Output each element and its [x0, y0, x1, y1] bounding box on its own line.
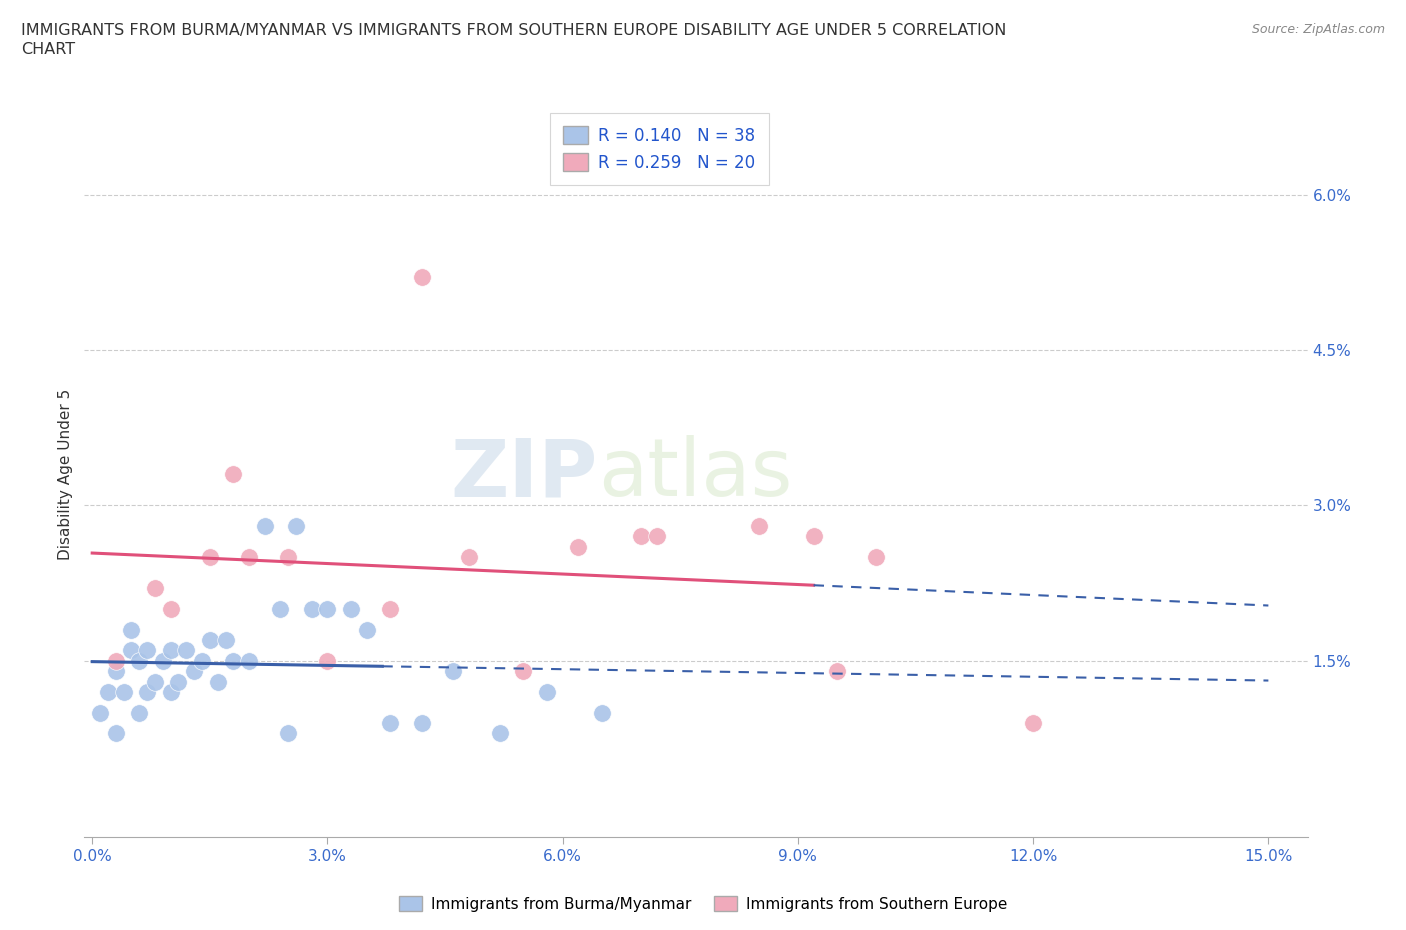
Point [512, 664, 534, 679]
Point [159, 602, 181, 617]
Point [128, 654, 150, 669]
Point [277, 726, 299, 741]
Y-axis label: Disability Age Under 5: Disability Age Under 5 [58, 389, 73, 560]
Text: atlas: atlas [598, 435, 793, 513]
Point [803, 529, 825, 544]
Point [143, 581, 166, 596]
Point [630, 529, 652, 544]
Point [865, 550, 887, 565]
Point [120, 643, 142, 658]
Point [104, 654, 127, 669]
Point [536, 684, 558, 699]
Point [269, 602, 291, 617]
Point [356, 622, 378, 637]
Point [301, 602, 323, 617]
Point [89, 705, 111, 720]
Point [222, 467, 245, 482]
Point [380, 715, 402, 730]
Point [277, 550, 299, 565]
Point [143, 674, 166, 689]
Point [207, 674, 229, 689]
Point [112, 684, 135, 699]
Text: CHART: CHART [21, 42, 75, 57]
Point [316, 602, 339, 617]
Point [214, 632, 236, 647]
Point [120, 622, 142, 637]
Point [198, 550, 221, 565]
Point [104, 726, 127, 741]
Point [136, 643, 159, 658]
Point [97, 684, 120, 699]
Text: Source: ZipAtlas.com: Source: ZipAtlas.com [1251, 23, 1385, 36]
Point [285, 519, 308, 534]
Legend: Immigrants from Burma/Myanmar, Immigrants from Southern Europe: Immigrants from Burma/Myanmar, Immigrant… [392, 889, 1014, 918]
Point [238, 654, 260, 669]
Point [748, 519, 770, 534]
Point [174, 643, 197, 658]
Point [152, 654, 174, 669]
Point [128, 705, 150, 720]
Point [591, 705, 613, 720]
Point [645, 529, 668, 544]
Point [191, 654, 214, 669]
Point [441, 664, 464, 679]
Point [411, 270, 433, 285]
Point [567, 539, 589, 554]
Point [136, 684, 159, 699]
Point [159, 684, 181, 699]
Point [167, 674, 190, 689]
Point [411, 715, 433, 730]
Text: IMMIGRANTS FROM BURMA/MYANMAR VS IMMIGRANTS FROM SOUTHERN EUROPE DISABILITY AGE : IMMIGRANTS FROM BURMA/MYANMAR VS IMMIGRA… [21, 23, 1007, 38]
Point [380, 602, 402, 617]
Point [825, 664, 848, 679]
Point [1022, 715, 1045, 730]
Point [159, 643, 181, 658]
Point [104, 664, 127, 679]
Text: ZIP: ZIP [451, 435, 598, 513]
Point [183, 664, 205, 679]
Point [457, 550, 479, 565]
Point [222, 654, 245, 669]
Point [489, 726, 512, 741]
Point [316, 654, 339, 669]
Point [238, 550, 260, 565]
Point [340, 602, 363, 617]
Point [253, 519, 276, 534]
Point [198, 632, 221, 647]
Legend: R = 0.140   N = 38, R = 0.259   N = 20: R = 0.140 N = 38, R = 0.259 N = 20 [550, 113, 769, 185]
